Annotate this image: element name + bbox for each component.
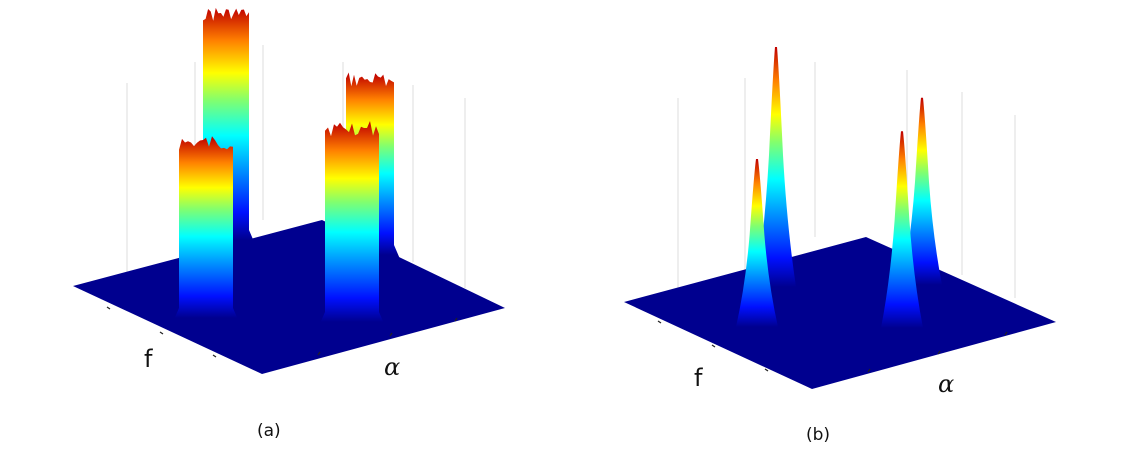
panel-b-peaks	[736, 47, 942, 328]
panel-b-ticks	[657, 320, 1008, 373]
axis-tick	[389, 332, 393, 337]
panel-a-floor	[73, 220, 505, 374]
axis-tick	[212, 354, 217, 358]
panel-a-surface-plot: f α (a)	[73, 7, 505, 441]
axis-tick	[159, 331, 164, 335]
axis-tick	[106, 306, 111, 310]
surface-peak	[756, 47, 796, 287]
panel-a-caption: (a)	[257, 421, 281, 441]
axis-tick	[711, 344, 716, 348]
panel-b-grid	[677, 62, 1016, 298]
surface-peak	[902, 97, 942, 285]
surface-peak	[173, 136, 239, 322]
panel-a-grid	[126, 45, 466, 288]
panel-a-ticks	[106, 306, 458, 358]
panel-a-peaks	[173, 7, 400, 326]
axis-tick	[657, 320, 662, 324]
panel-b-xlabel: f	[694, 364, 703, 392]
panel-b-caption: (b)	[806, 425, 830, 445]
axis-tick	[1004, 331, 1008, 336]
surface-peak	[881, 131, 923, 328]
panel-b-floor	[624, 237, 1056, 389]
axis-tick	[937, 350, 941, 355]
axis-tick	[867, 368, 871, 373]
panel-b-surface-plot: f α (b)	[624, 47, 1056, 445]
surface-peak	[319, 121, 385, 326]
panel-a-xlabel: f	[144, 345, 153, 373]
axis-tick	[317, 351, 321, 356]
axis-tick	[454, 317, 458, 322]
panel-b-ylabel: α	[938, 370, 954, 398]
panel-a-ylabel: α	[384, 353, 400, 381]
surface-peak	[736, 159, 778, 327]
axis-tick	[764, 368, 769, 372]
